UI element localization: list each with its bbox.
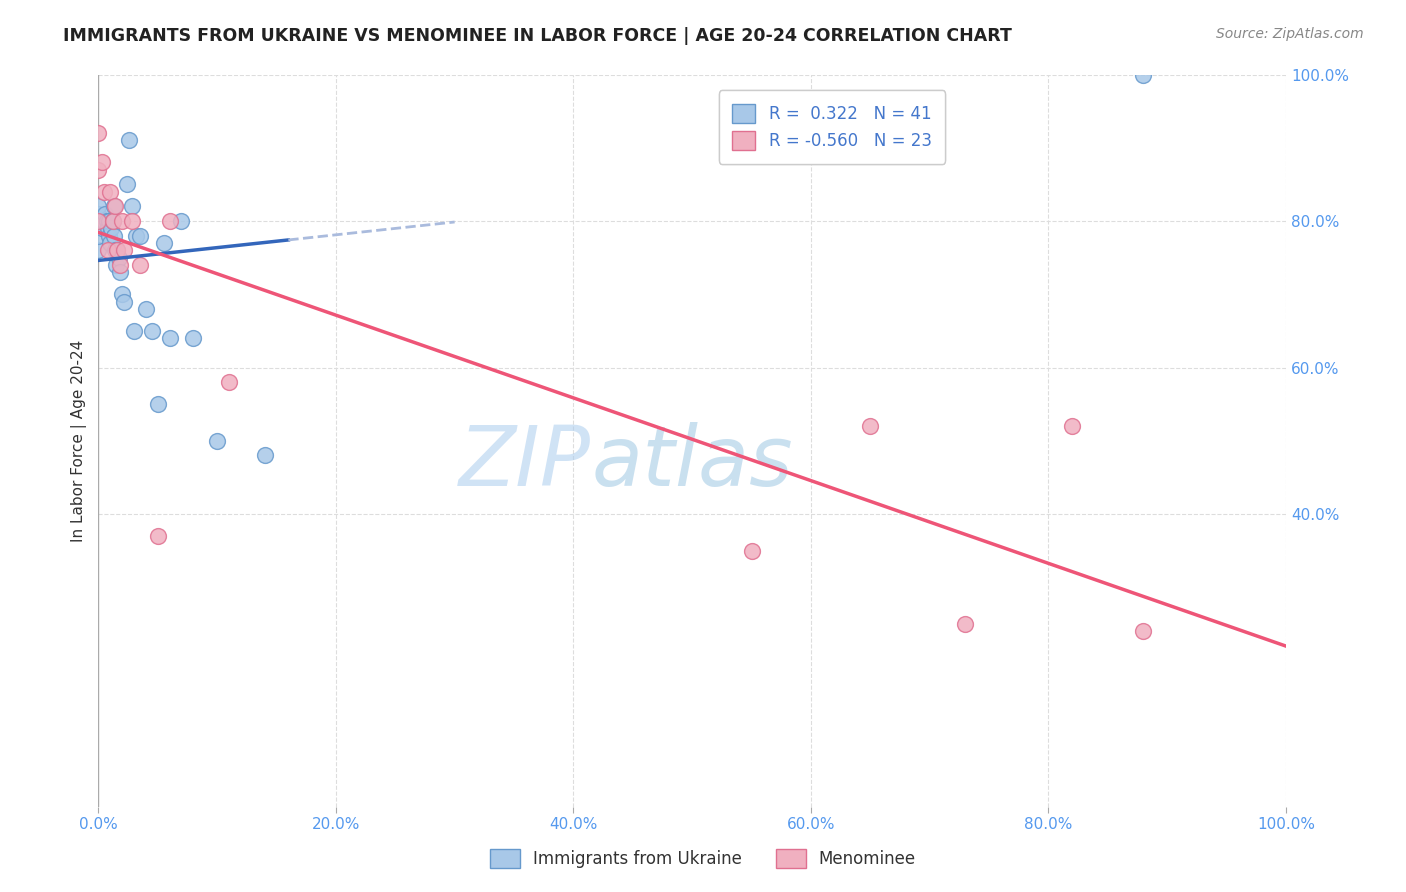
Point: [253, 449, 276, 463]
Point: [101, 214, 124, 228]
Point: [98, 214, 121, 228]
Point: [183, 331, 205, 345]
Point: [741, 543, 763, 558]
Point: [87, 244, 110, 258]
Point: [98, 185, 121, 199]
Point: [121, 214, 143, 228]
Point: [152, 235, 174, 250]
Point: [87, 126, 110, 140]
Point: [87, 214, 110, 228]
Point: [98, 235, 121, 250]
Point: [97, 244, 120, 258]
Point: [129, 258, 152, 272]
Point: [107, 251, 129, 265]
Point: [955, 616, 977, 631]
Point: [111, 287, 134, 301]
Point: [122, 324, 145, 338]
Point: [170, 214, 193, 228]
Point: [91, 214, 114, 228]
Point: [87, 214, 110, 228]
Point: [205, 434, 228, 448]
Text: atlas: atlas: [591, 422, 793, 503]
Point: [98, 228, 121, 243]
Point: [1062, 419, 1084, 434]
Point: [135, 301, 157, 316]
Point: [125, 228, 148, 243]
Point: [104, 244, 127, 258]
Point: [1132, 624, 1154, 639]
Point: [141, 324, 163, 338]
Point: [97, 221, 120, 235]
Point: [93, 214, 115, 228]
Point: [115, 178, 138, 192]
Point: [108, 258, 131, 272]
Point: [146, 397, 169, 411]
Point: [103, 228, 125, 243]
Point: [111, 214, 134, 228]
Point: [159, 214, 181, 228]
Point: [218, 375, 240, 389]
Point: [87, 199, 110, 213]
Point: [104, 199, 127, 213]
Point: [90, 221, 112, 235]
Point: [146, 529, 169, 543]
Point: [105, 244, 128, 258]
Point: [1132, 68, 1154, 82]
Point: [94, 207, 117, 221]
Point: [121, 199, 143, 213]
Point: [105, 258, 128, 272]
Point: [103, 199, 125, 213]
Point: [108, 265, 131, 279]
Point: [859, 419, 882, 434]
Point: [96, 214, 118, 228]
Text: IMMIGRANTS FROM UKRAINE VS MENOMINEE IN LABOR FORCE | AGE 20-24 CORRELATION CHAR: IMMIGRANTS FROM UKRAINE VS MENOMINEE IN …: [63, 27, 1012, 45]
Point: [87, 162, 110, 177]
Y-axis label: In Labor Force | Age 20-24: In Labor Force | Age 20-24: [72, 340, 87, 541]
Point: [101, 214, 124, 228]
Point: [114, 294, 136, 309]
Point: [93, 185, 115, 199]
Point: [118, 133, 141, 147]
Point: [100, 221, 122, 235]
Point: [87, 228, 110, 243]
Point: [90, 155, 112, 169]
Legend: Immigrants from Ukraine, Menominee: Immigrants from Ukraine, Menominee: [484, 843, 922, 875]
Point: [129, 228, 152, 243]
Point: [114, 244, 136, 258]
Point: [87, 207, 110, 221]
Point: [105, 244, 128, 258]
Legend: R =  0.322   N = 41, R = -0.560   N = 23: R = 0.322 N = 41, R = -0.560 N = 23: [718, 90, 945, 163]
Point: [159, 331, 181, 345]
Text: Source: ZipAtlas.com: Source: ZipAtlas.com: [1216, 27, 1364, 41]
Text: ZIP: ZIP: [460, 422, 591, 503]
